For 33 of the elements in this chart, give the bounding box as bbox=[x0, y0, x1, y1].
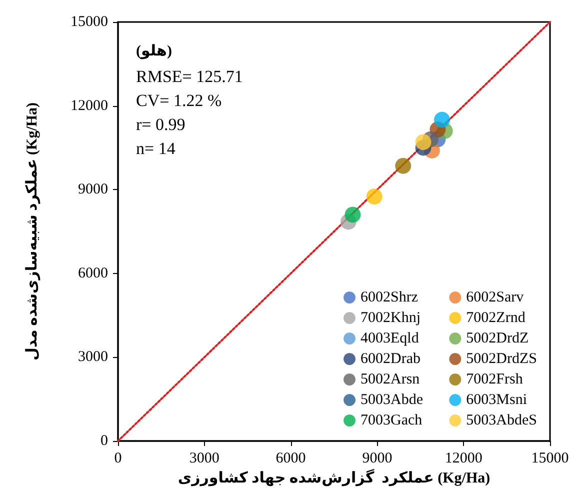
legend-label: 7003Gach bbox=[360, 412, 423, 428]
x-tick-label: 12000 bbox=[444, 450, 482, 466]
y-axis-title: عملکرد شبیه‌سازی‌شده مدل (Kg/Ha) bbox=[24, 102, 40, 361]
annotation: (هلو) bbox=[136, 44, 172, 60]
x-tick-label: 6000 bbox=[276, 450, 306, 466]
legend-label: 5002Arsn bbox=[360, 372, 420, 388]
legend-label: 6002Sarv bbox=[466, 290, 524, 306]
y-tick-label: 12000 bbox=[70, 98, 108, 114]
legend-label: 7002Zrnd bbox=[466, 310, 526, 326]
x-axis-title: عملکرد گزارش‌شده جهاد کشاورزی (Kg/Ha) bbox=[178, 468, 490, 486]
legend-label: 7002Khnj bbox=[360, 310, 421, 326]
annotation: n= 14 bbox=[136, 139, 176, 158]
y-tick-label: 9000 bbox=[78, 182, 108, 198]
y-tick-label: 6000 bbox=[78, 265, 108, 282]
x-tick-label: 9000 bbox=[362, 450, 392, 466]
y-tick-label: 15000 bbox=[70, 14, 108, 30]
legend-label: 6002Shrz bbox=[360, 290, 418, 306]
legend-label: 5002DrdZ bbox=[466, 330, 529, 346]
x-tick-label: 0 bbox=[114, 450, 122, 466]
legend-label: 6003Msni bbox=[466, 392, 528, 408]
legend-label: 7002Frsh bbox=[466, 372, 524, 388]
annotation: RMSE= 125.71 bbox=[136, 67, 243, 86]
legend-label: 5003AbdeS bbox=[466, 412, 538, 428]
x-tick-label: 15000 bbox=[531, 450, 569, 466]
annotation: CV= 1.22 % bbox=[136, 91, 222, 110]
y-tick-label: 3000 bbox=[78, 349, 108, 366]
legend-label: 5002DrdZS bbox=[466, 351, 538, 367]
legend-label: 6002Drab bbox=[360, 351, 421, 367]
y-tick-label: 0 bbox=[100, 433, 108, 449]
annotation: r= 0.99 bbox=[136, 115, 186, 134]
x-tick-label: 3000 bbox=[189, 450, 220, 466]
legend-label: 4003Eqld bbox=[360, 330, 420, 346]
legend-label: 5003Abde bbox=[360, 392, 424, 408]
